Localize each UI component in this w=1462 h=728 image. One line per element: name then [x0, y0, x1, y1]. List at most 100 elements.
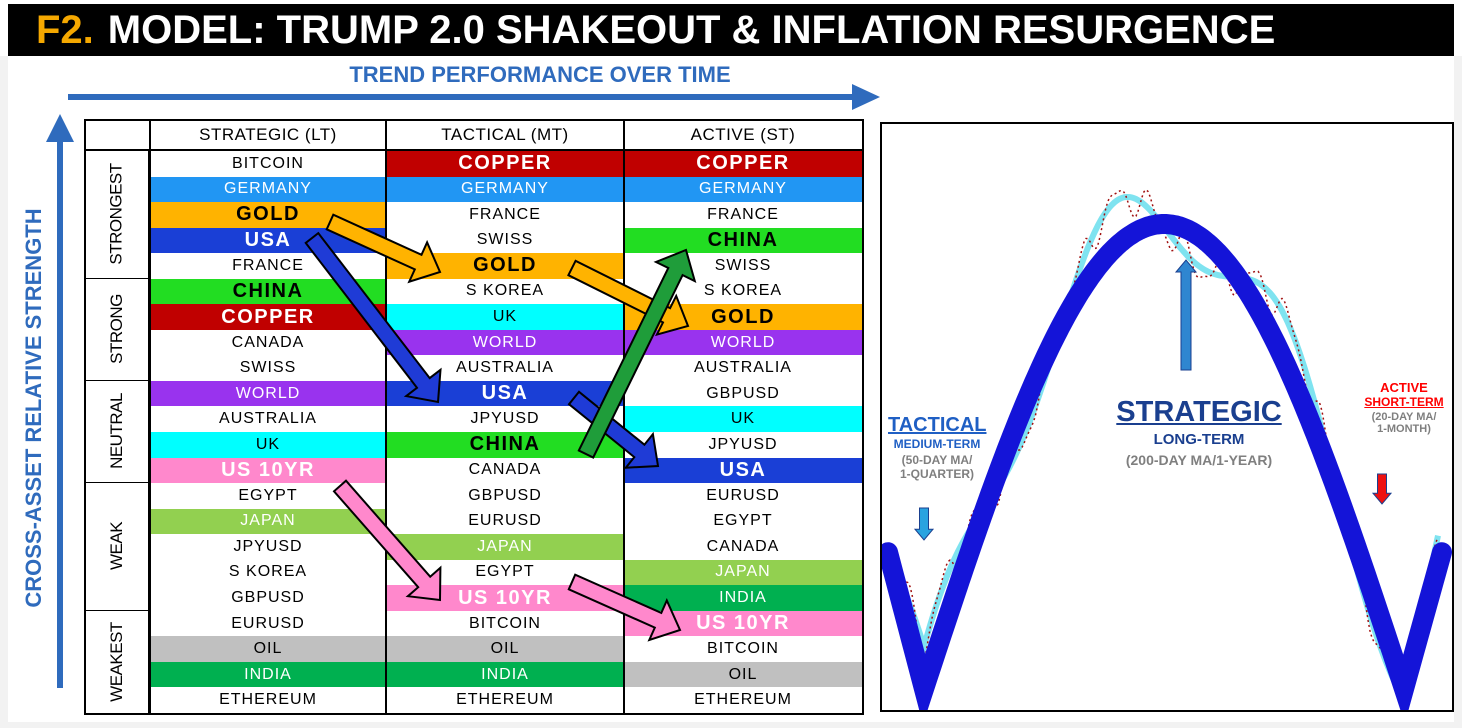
active-rank-cell: CANADA: [624, 534, 862, 560]
y-axis-label: CROSS-ASSET RELATIVE STRENGTH: [21, 208, 46, 608]
active-sub3: 1-MONTH): [1377, 423, 1431, 435]
strategic-rank-cell: CHINA: [150, 278, 386, 305]
active-sub2: (20-DAY MA/: [1371, 411, 1437, 423]
band-label-text: NEUTRAL: [107, 393, 127, 470]
strategic-title: STRATEGIC: [1116, 396, 1282, 428]
strategic-peak-arrow: [1174, 259, 1198, 371]
strategic-rank-cell: USA: [150, 227, 386, 254]
active-rank-cell: INDIA: [624, 585, 862, 611]
tactical-rank-cell: FRANCE: [386, 202, 624, 228]
strategic-rank-cell: S KOREA: [150, 559, 386, 586]
band-label-weak: WEAK: [86, 483, 150, 611]
x-axis-label: TREND PERFORMANCE OVER TIME: [349, 62, 731, 87]
strategic-curve: [882, 214, 1452, 710]
strategic-rank-cell: INDIA: [150, 661, 386, 688]
active-rank-cell: AUSTRALIA: [624, 355, 862, 381]
active-title: ACTIVE: [1380, 380, 1428, 395]
band-label-text: WEAKEST: [107, 622, 126, 702]
active-rank-cell: JPYUSD: [624, 432, 862, 458]
column-divider: [623, 121, 625, 713]
title-prefix: F2.: [36, 7, 94, 52]
strategic-rank-cell: WORLD: [150, 380, 386, 407]
active-rank-cell: WORLD: [624, 329, 862, 356]
cycle-diagram: TACTICAL MEDIUM-TERM (50-DAY MA/ 1-QUART…: [880, 122, 1454, 712]
tactical-rank-cell: GERMANY: [386, 176, 624, 203]
tactical-rank-cell: GBPUSD: [386, 483, 624, 509]
column-divider: [385, 121, 387, 713]
title-text: MODEL: TRUMP 2.0 SHAKEOUT & INFLATION RE…: [107, 7, 1276, 52]
tactical-rank-cell: JAPAN: [386, 534, 624, 560]
tactical-rank-cell: US 10YR: [386, 585, 624, 611]
header-cell-tactical: TACTICAL (MT): [441, 125, 569, 144]
strategic-rank-cell: JPYUSD: [150, 534, 386, 560]
tactical-trough-arrow: [913, 507, 935, 541]
active-rank-cell: FRANCE: [624, 202, 862, 228]
tactical-rank-cell: CHINA: [386, 432, 624, 458]
strategic-rank-cell: EGYPT: [150, 483, 386, 509]
tactical-rank-cell: UK: [386, 304, 624, 330]
band-label-strong: STRONG: [86, 278, 150, 381]
tactical-rank-cell: JPYUSD: [386, 406, 624, 432]
tactical-rank-cell: ETHEREUM: [386, 687, 624, 713]
strategic-rank-cell: US 10YR: [150, 457, 386, 484]
active-rank-cell: CHINA: [624, 227, 862, 254]
strategic-rank-cell: COPPER: [150, 304, 386, 330]
active-rank-cell: UK: [624, 406, 862, 432]
page-title: F2. MODEL: TRUMP 2.0 SHAKEOUT & INFLATIO…: [8, 4, 1454, 56]
active-rank-cell: OIL: [624, 661, 862, 688]
table-header: STRATEGIC (LT) TACTICAL (MT) ACTIVE (ST): [86, 121, 862, 151]
active-rank-cell: EGYPT: [624, 508, 862, 535]
active-rank-cell: GERMANY: [624, 176, 862, 203]
active-trough-arrow: [1371, 473, 1393, 505]
strategic-rank-cell: SWISS: [150, 355, 386, 381]
strategic-rank-cell: CANADA: [150, 329, 386, 356]
active-rank-cell: COPPER: [624, 151, 862, 177]
band-label-text: WEAK: [107, 522, 126, 571]
tactical-rank-cell: AUSTRALIA: [386, 355, 624, 381]
tactical-rank-cell: GOLD: [386, 253, 624, 279]
strategic-rank-cell: GERMANY: [150, 176, 386, 203]
active-rank-cell: USA: [624, 457, 862, 484]
tactical-rank-cell: BITCOIN: [386, 610, 624, 637]
tactical-rank-cell: COPPER: [386, 151, 624, 177]
active-rank-cell: EURUSD: [624, 483, 862, 509]
tactical-sub1: MEDIUM-TERM: [893, 437, 981, 451]
tactical-sub2: (50-DAY MA/: [901, 453, 973, 467]
strategic-rank-cell: FRANCE: [150, 253, 386, 279]
active-rank-cell: US 10YR: [624, 610, 862, 637]
band-label-text: STRONG: [107, 294, 127, 365]
column-divider: [149, 121, 151, 713]
header-cell-strategic: STRATEGIC (LT): [199, 125, 337, 144]
strategic-sub1: LONG-TERM: [1153, 431, 1245, 448]
active-rank-cell: GOLD: [624, 304, 862, 330]
tactical-rank-cell: OIL: [386, 636, 624, 662]
active-rank-cell: GBPUSD: [624, 380, 862, 407]
tactical-rank-cell: USA: [386, 380, 624, 407]
tactical-rank-cell: INDIA: [386, 661, 624, 688]
tactical-rank-cell: S KOREA: [386, 278, 624, 305]
tactical-rank-cell: EURUSD: [386, 508, 624, 535]
tactical-sub3: 1-QUARTER): [900, 467, 974, 481]
band-label-weakest: WEAKEST: [86, 610, 150, 713]
band-label-text: STRONGEST: [107, 163, 127, 266]
active-rank-cell: SWISS: [624, 253, 862, 279]
strategic-rank-cell: GOLD: [150, 202, 386, 228]
active-rank-cell: JAPAN: [624, 559, 862, 586]
strategic-rank-cell: ETHEREUM: [150, 687, 386, 713]
strategic-sub2: (200-DAY MA/1-YEAR): [1125, 452, 1273, 468]
active-rank-cell: S KOREA: [624, 278, 862, 305]
active-annotation: ACTIVE SHORT-TERM (20-DAY MA/ 1-MONTH): [1358, 380, 1450, 435]
strategic-rank-cell: EURUSD: [150, 610, 386, 637]
strategic-rank-cell: UK: [150, 432, 386, 458]
header-cell-active: ACTIVE (ST): [690, 125, 796, 144]
strategic-rank-cell: JAPAN: [150, 508, 386, 535]
active-rank-cell: ETHEREUM: [624, 687, 862, 713]
tactical-rank-cell: CANADA: [386, 457, 624, 484]
tactical-rank-cell: WORLD: [386, 329, 624, 356]
active-sub1: SHORT-TERM: [1364, 395, 1444, 409]
ranking-table: STRATEGIC (LT) TACTICAL (MT) ACTIVE (ST)…: [84, 119, 864, 715]
strategic-rank-cell: GBPUSD: [150, 585, 386, 611]
active-rank-cell: BITCOIN: [624, 636, 862, 662]
cycle-curves: [882, 188, 1452, 710]
strategic-rank-cell: AUSTRALIA: [150, 406, 386, 432]
